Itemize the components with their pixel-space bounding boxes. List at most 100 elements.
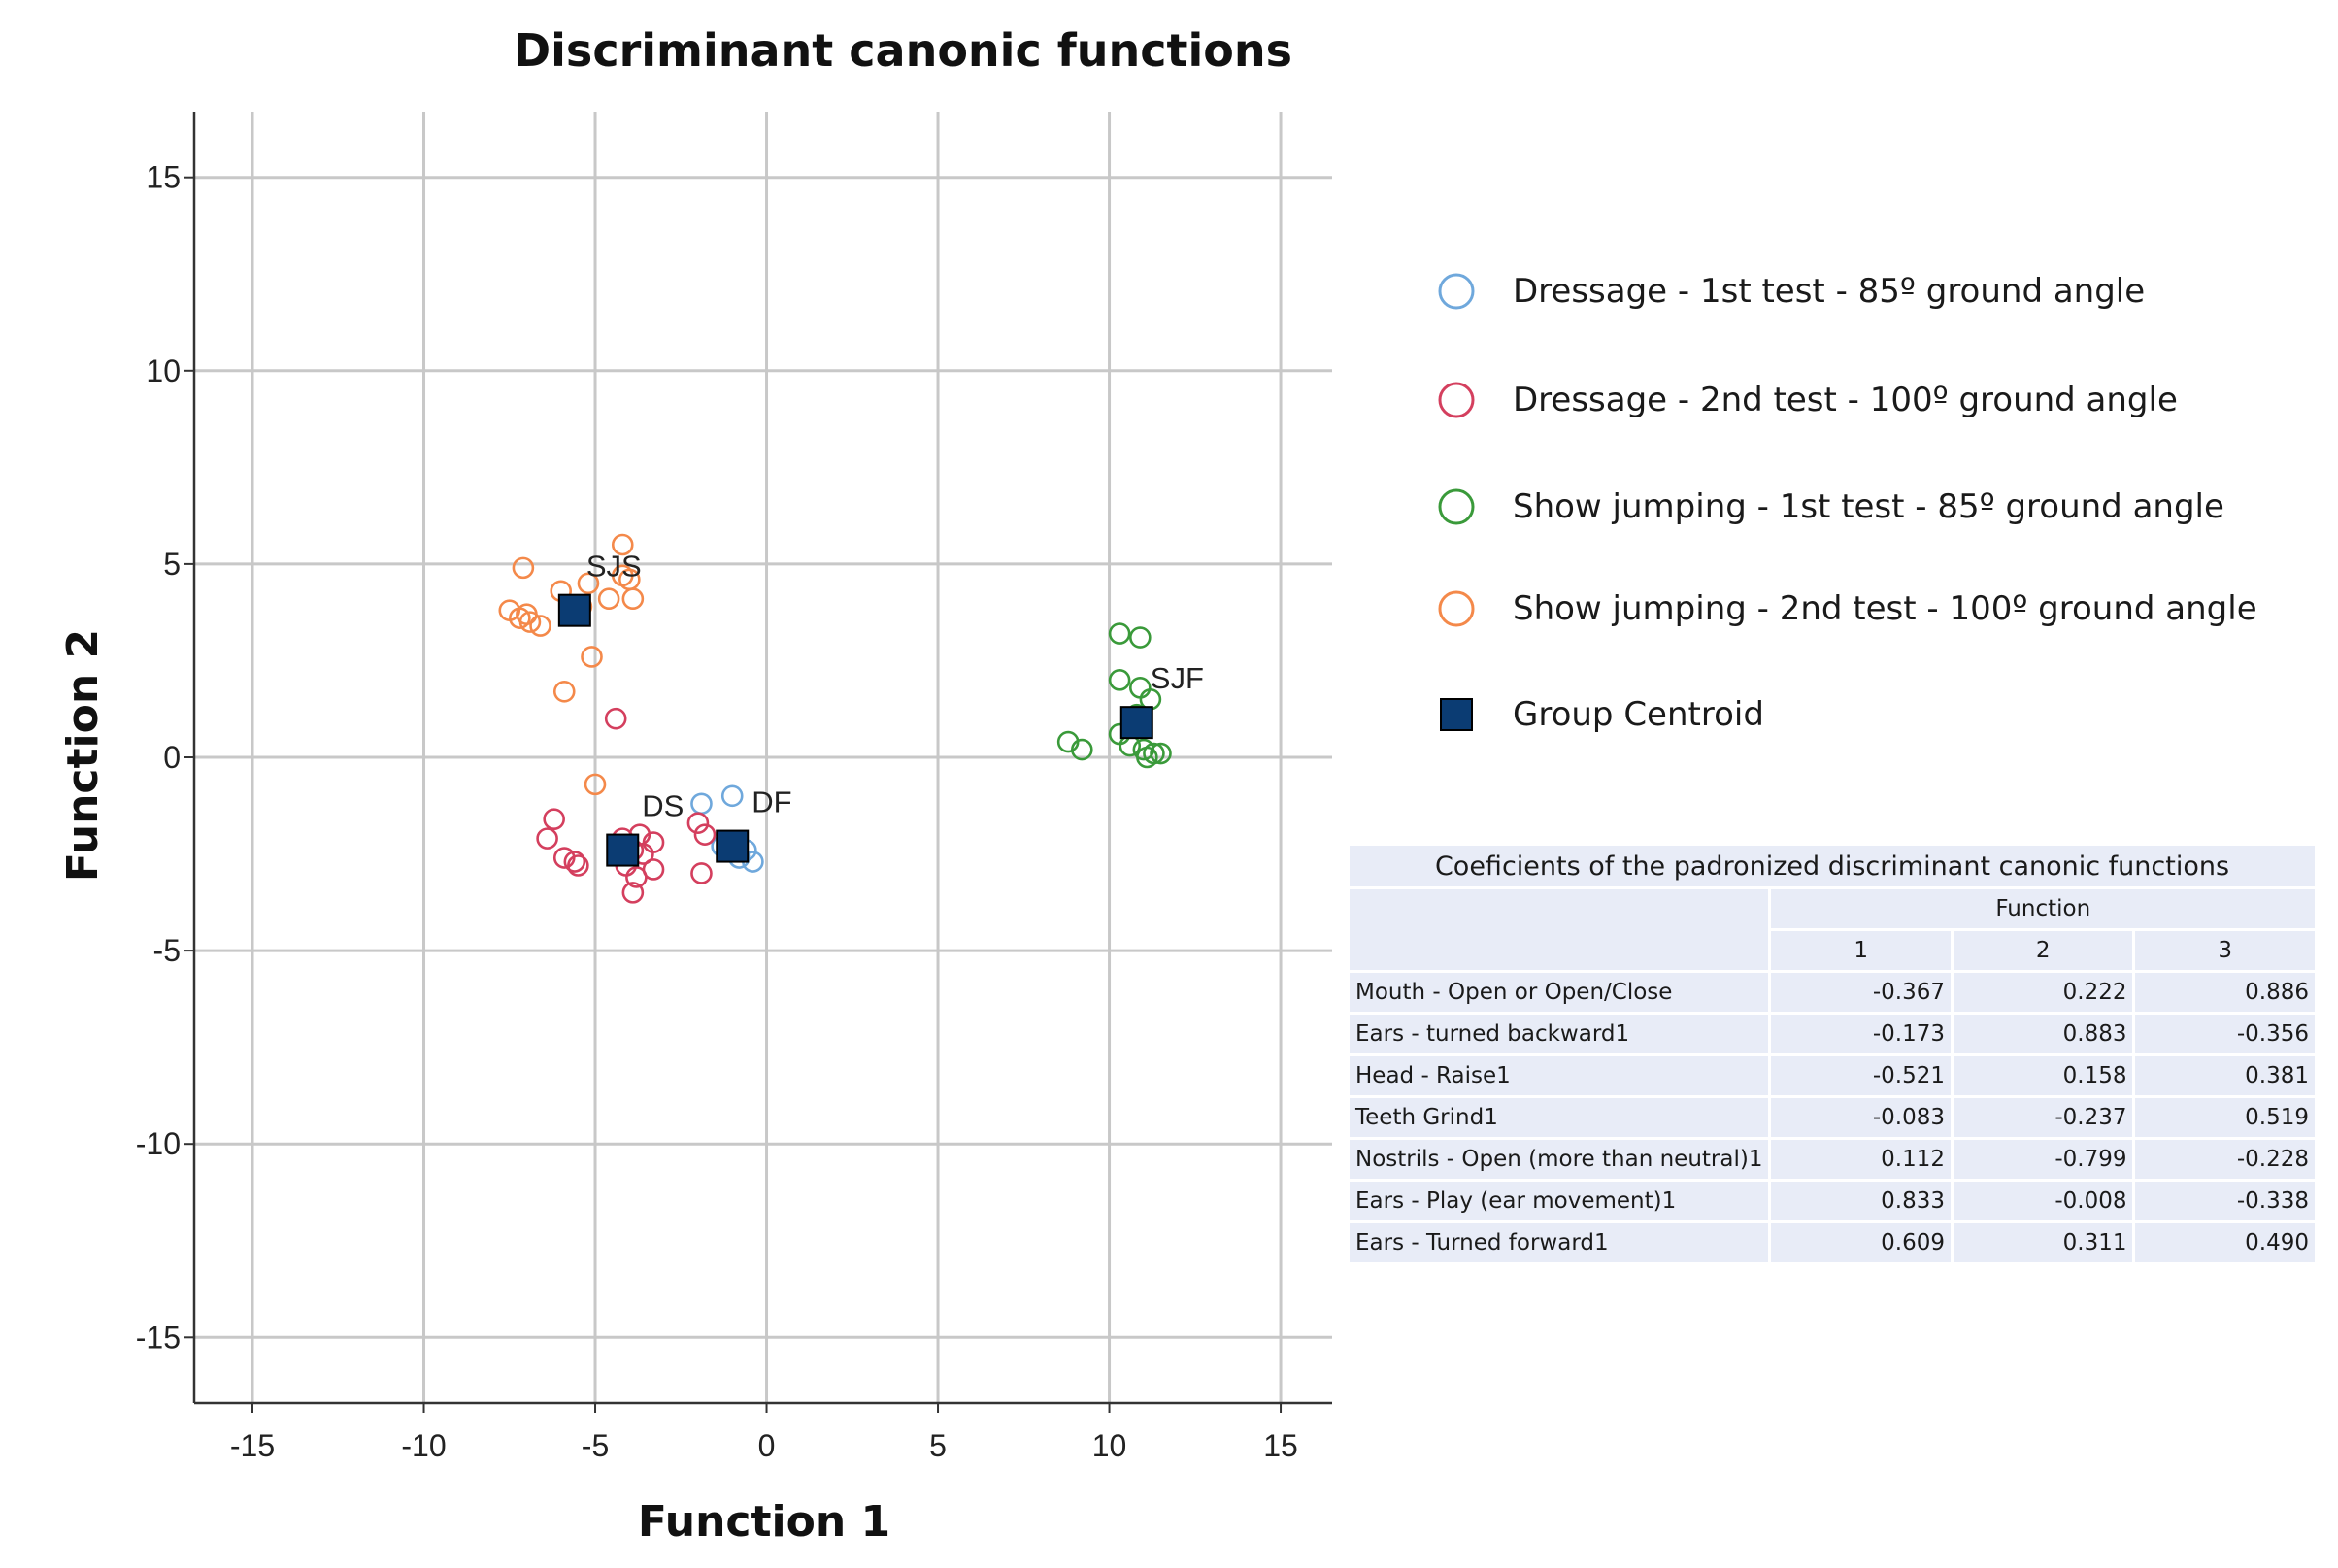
scatter-point [1136,746,1158,769]
y-axis-label: Function 2 [58,629,108,882]
table-caption-row: Coeficients of the padronized discrimina… [1350,846,2315,886]
table-row-label: Nostrils - Open (more than neutral)1 [1350,1140,1769,1179]
tick-labels: -15 -10 -5 0 5 10 15 15 10 5 0 -5 -10 -15 [136,160,1298,1463]
table-cell: -0.356 [2135,1015,2315,1053]
scatter-point [581,646,603,668]
table-group-header: Function [1771,889,2315,928]
chart-title: Discriminant canonic functions [514,24,1292,77]
x-tick-label: 0 [758,1428,776,1463]
scatter-point [1108,669,1131,691]
legend-marker-showjumping-2nd [1437,589,1476,628]
x-tick-label: -15 [230,1428,275,1463]
scatter-point [642,858,665,881]
table-row-label: Ears - Turned forward1 [1350,1223,1769,1262]
table-cell: -0.008 [1953,1182,2133,1220]
scatter-point [512,556,535,580]
centroid-label: SJF [1151,661,1204,695]
x-tick-label: -5 [582,1428,609,1463]
table-cell: 0.833 [1771,1182,1951,1220]
scatter-point [552,681,576,703]
table-row-label: Ears - Play (ear movement)1 [1350,1182,1769,1220]
group-centroid-marker [557,593,591,627]
legend-label-dressage-1st: Dressage - 1st test - 85º ground angle [1513,272,2146,311]
scatter-point [621,882,645,904]
x-tick-label: 15 [1263,1428,1298,1463]
data-points [498,533,1172,904]
scatter-point [1108,622,1131,645]
table-cell: 0.490 [2135,1223,2315,1262]
group-centroid-marker [1119,706,1153,740]
scatter-point [584,773,607,796]
table-cell: 0.519 [2135,1098,2315,1137]
table-cell: -0.173 [1771,1015,1951,1053]
table-row: Ears - turned backward1 -0.173 0.883 -0.… [1350,1015,2315,1053]
table-row-label: Head - Raise1 [1350,1056,1769,1095]
grid-lines [194,112,1332,1403]
legend-label-dressage-2nd: Dressage - 2nd test - 100º ground angle [1513,381,2178,419]
scatter-point [529,615,551,637]
table-column-header: 1 [1771,931,1951,970]
table-cell: 0.886 [2135,973,2315,1012]
group-centroid-marker [716,829,750,863]
scatter-point [567,854,589,877]
table-caption: Coeficients of the padronized discrimina… [1350,846,2315,886]
y-tick-label: -5 [153,933,181,968]
table-cell: 0.222 [1953,973,2133,1012]
table-row: Teeth Grind1 -0.083 -0.237 0.519 [1350,1098,2315,1137]
table-row: Nostrils - Open (more than neutral)1 0.1… [1350,1140,2315,1179]
scatter-point [536,827,558,850]
table-cell: -0.338 [2135,1182,2315,1220]
scatter-point [1129,626,1152,649]
coefficients-table: Coeficients of the padronized discrimina… [1347,843,2318,1265]
legend-label-showjumping-2nd: Show jumping - 2nd test - 100º ground an… [1513,589,2257,628]
table-cell: -0.521 [1771,1056,1951,1095]
y-tick-label: -10 [136,1126,181,1161]
centroid-label: DS [642,789,684,823]
legend-item-group-centroid: Group Centroid [1437,685,2311,744]
table-group-header-row: Function [1350,889,2315,970]
table-cell: 0.158 [1953,1056,2133,1095]
scatter-point [518,611,542,633]
x-axis-label: Function 1 [638,1497,890,1547]
scatter-point [1150,742,1172,765]
table-cell: -0.799 [1953,1140,2133,1179]
table-row: Ears - Play (ear movement)1 0.833 -0.008… [1350,1182,2315,1220]
table-column-header: 2 [1953,931,2133,970]
legend-item-showjumping-2nd: Show jumping - 2nd test - 100º ground an… [1437,580,2311,638]
legend-label-showjumping-1st: Show jumping - 1st test - 85º ground ang… [1513,487,2224,526]
y-tick-label: 5 [163,547,181,582]
scatter-point [690,792,713,816]
legend-marker-group-centroid [1437,695,1476,734]
scatter-point [597,587,620,611]
table-cell: 0.609 [1771,1223,1951,1262]
table-column-header-row: 1 2 3 [1350,931,2315,970]
table-row-label: Teeth Grind1 [1350,1098,1769,1137]
centroid-label: SJS [586,550,642,584]
table-cell: 0.381 [2135,1056,2315,1095]
x-tick-label: 5 [929,1428,947,1463]
scatter-point [577,572,600,595]
table-cell: -0.237 [1953,1098,2133,1137]
scatter-point [686,812,710,834]
y-tick-label: 10 [146,353,181,388]
y-tick-label: -15 [136,1319,181,1354]
legend-item-dressage-1st: Dressage - 1st test - 85º ground angle [1437,262,2311,320]
legend-item-dressage-2nd: Dressage - 2nd test - 100º ground angle [1437,371,2311,429]
group-centroids: SJS DS DF SJF [557,550,1204,867]
table-row-label: Ears - turned backward1 [1350,1015,1769,1053]
legend-item-showjumping-1st: Show jumping - 1st test - 85º ground ang… [1437,478,2311,536]
table-row: Ears - Turned forward1 0.609 0.311 0.490 [1350,1223,2315,1262]
x-tick-label: -10 [401,1428,446,1463]
y-tick-label: 15 [146,160,181,195]
scatter-point [604,707,627,730]
table-column-header: 3 [2135,931,2315,970]
table-cell: 0.112 [1771,1140,1951,1179]
table-corner [1350,889,1769,970]
x-tick-label: 10 [1092,1428,1127,1463]
centroid-label: DF [752,785,791,819]
scatter-point [693,823,717,846]
group-centroid-marker [606,833,640,867]
scatter-point [543,808,565,831]
scatter-point [611,533,634,556]
